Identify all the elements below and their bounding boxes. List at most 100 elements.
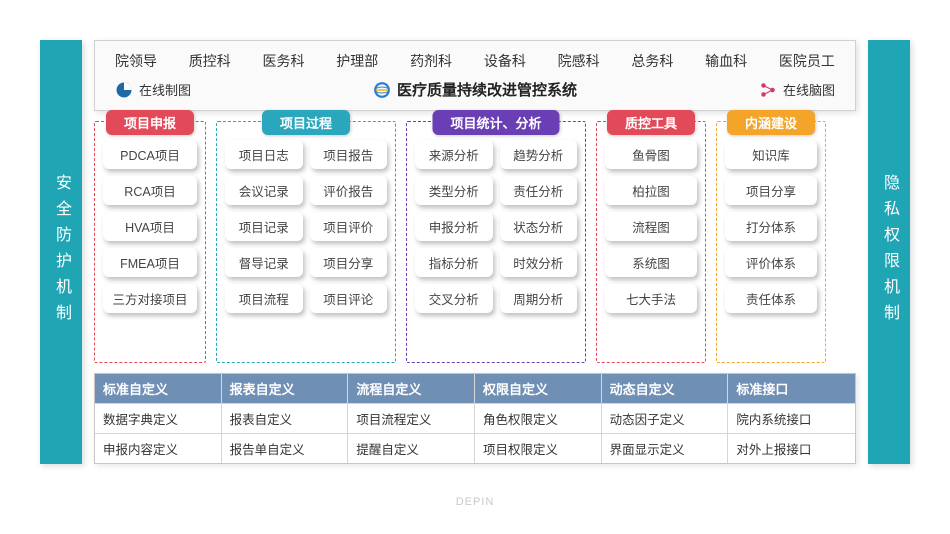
bottom-table: 标准自定义报表自定义流程自定义权限自定义动态自定义标准接口数据字典定义报表自定义… [94,373,856,464]
department-item: 院感科 [558,51,600,71]
top-panel: 院领导 质控科 医务科 护理部 药剂科 设备科 院感科 总务科 输血科 医院员工 在线制图 医疗质… [94,40,856,111]
group-item: 类型分析 [415,176,493,205]
group-item: 申报分析 [415,212,493,241]
diagram-canvas: 安全防护机制 院领导 质控科 医务科 护理部 药剂科 设备科 院感科 总务科 输血科 医院员工 在… [40,40,910,464]
table-cell: 报告单自定义 [222,433,349,463]
group-body: 鱼骨图柏拉图流程图系统图七大手法 [605,140,697,313]
table-header-cell: 标准接口 [728,374,855,403]
department-item: 质控科 [189,51,231,71]
group-box: 项目过程项目日志项目报告会议记录评价报告项目记录项目评价督导记录项目分享项目流程… [216,121,396,363]
group-item: FMEA项目 [103,248,197,277]
table-cell: 申报内容定义 [95,433,222,463]
group-item: 七大手法 [605,284,697,313]
group-body: 来源分析趋势分析类型分析责任分析申报分析状态分析指标分析时效分析交叉分析周期分析 [415,140,577,313]
group-header: 项目统计、分析 [432,110,559,135]
department-item: 输血科 [705,51,747,71]
group-item: 项目记录 [225,212,303,241]
table-row: 数据字典定义报表自定义项目流程定义角色权限定义动态因子定义院内系统接口 [95,403,855,433]
group-box: 项目统计、分析来源分析趋势分析类型分析责任分析申报分析状态分析指标分析时效分析交… [406,121,586,363]
group-box: 质控工具鱼骨图柏拉图流程图系统图七大手法 [596,121,706,363]
department-item: 医务科 [263,51,305,71]
department-item: 总务科 [631,51,673,71]
tool-right: 在线脑图 [759,80,835,99]
table-cell: 提醒自定义 [348,433,475,463]
group-item: 柏拉图 [605,176,697,205]
group-item: 鱼骨图 [605,140,697,169]
table-cell: 数据字典定义 [95,403,222,433]
table-cell: 项目权限定义 [475,433,602,463]
group-item: 交叉分析 [415,284,493,313]
group-item: 流程图 [605,212,697,241]
table-cell: 对外上报接口 [728,433,855,463]
system-title-text: 医疗质量持续改进管控系统 [397,79,577,100]
group-item: HVA项目 [103,212,197,241]
group-item: 项目流程 [225,284,303,313]
table-cell: 报表自定义 [222,403,349,433]
group-item: 来源分析 [415,140,493,169]
center-column: 院领导 质控科 医务科 护理部 药剂科 设备科 院感科 总务科 输血科 医院员工 在线制图 医疗质… [94,40,856,464]
group-box: 项目申报PDCA项目RCA项目HVA项目FMEA项目三方对接项目 [94,121,206,363]
group-header: 项目过程 [262,110,350,135]
tool-left-label: 在线制图 [139,80,191,99]
group-item: 项目评价 [310,212,388,241]
group-item: RCA项目 [103,176,197,205]
group-item: 责任分析 [500,176,578,205]
group-item: 状态分析 [500,212,578,241]
group-item: 指标分析 [415,248,493,277]
department-item: 院领导 [115,51,157,71]
group-item: 项目分享 [725,176,817,205]
department-item: 药剂科 [410,51,452,71]
table-header-cell: 标准自定义 [95,374,222,403]
group-item: 周期分析 [500,284,578,313]
group-item: 系统图 [605,248,697,277]
table-header-row: 标准自定义报表自定义流程自定义权限自定义动态自定义标准接口 [95,374,855,403]
group-item: 会议记录 [225,176,303,205]
group-box: 内涵建设知识库项目分享打分体系评价体系责任体系 [716,121,826,363]
group-header: 项目申报 [106,110,194,135]
department-item: 医院员工 [779,51,835,71]
group-item: 项目评论 [310,284,388,313]
table-cell: 动态因子定义 [602,403,729,433]
chart-icon [115,81,133,99]
group-item: 趋势分析 [500,140,578,169]
group-item: 知识库 [725,140,817,169]
table-row: 申报内容定义报告单自定义提醒自定义项目权限定义界面显示定义对外上报接口 [95,433,855,463]
group-item: PDCA项目 [103,140,197,169]
table-header-cell: 报表自定义 [222,374,349,403]
group-item: 打分体系 [725,212,817,241]
group-body: 项目日志项目报告会议记录评价报告项目记录项目评价督导记录项目分享项目流程项目评论 [225,140,387,313]
table-cell: 角色权限定义 [475,403,602,433]
table-cell: 院内系统接口 [728,403,855,433]
mindmap-icon [759,81,777,99]
group-item: 项目日志 [225,140,303,169]
groups-row: 项目申报PDCA项目RCA项目HVA项目FMEA项目三方对接项目项目过程项目日志… [94,121,856,363]
ie-icon [373,81,391,99]
group-header: 质控工具 [607,110,695,135]
group-body: PDCA项目 RCA项目 HVA项目 FMEA项目三方对接项目 [103,140,197,313]
group-item: 时效分析 [500,248,578,277]
tool-left: 在线制图 [115,80,191,99]
left-pillar: 安全防护机制 [40,40,82,464]
group-item: 项目报告 [310,140,388,169]
department-row: 院领导 质控科 医务科 护理部 药剂科 设备科 院感科 总务科 输血科 医院员工 [109,49,841,79]
department-item: 设备科 [484,51,526,71]
group-header: 内涵建设 [727,110,815,135]
group-item: 责任体系 [725,284,817,313]
table-header-cell: 流程自定义 [348,374,475,403]
table-cell: 项目流程定义 [348,403,475,433]
right-pillar: 隐私权限机制 [868,40,910,464]
group-item: 督导记录 [225,248,303,277]
group-item: 评价体系 [725,248,817,277]
department-item: 护理部 [336,51,378,71]
group-body: 知识库项目分享打分体系评价体系责任体系 [725,140,817,313]
table-cell: 界面显示定义 [602,433,729,463]
tool-right-label: 在线脑图 [783,80,835,99]
system-title: 医疗质量持续改进管控系统 [373,79,577,100]
group-item: 三方对接项目 [103,284,197,313]
table-header-cell: 动态自定义 [602,374,729,403]
tool-row: 在线制图 医疗质量持续改进管控系统 在线脑图 [109,79,841,100]
watermark: DEPIN [456,496,495,508]
table-header-cell: 权限自定义 [475,374,602,403]
group-item: 项目分享 [310,248,388,277]
group-item: 评价报告 [310,176,388,205]
